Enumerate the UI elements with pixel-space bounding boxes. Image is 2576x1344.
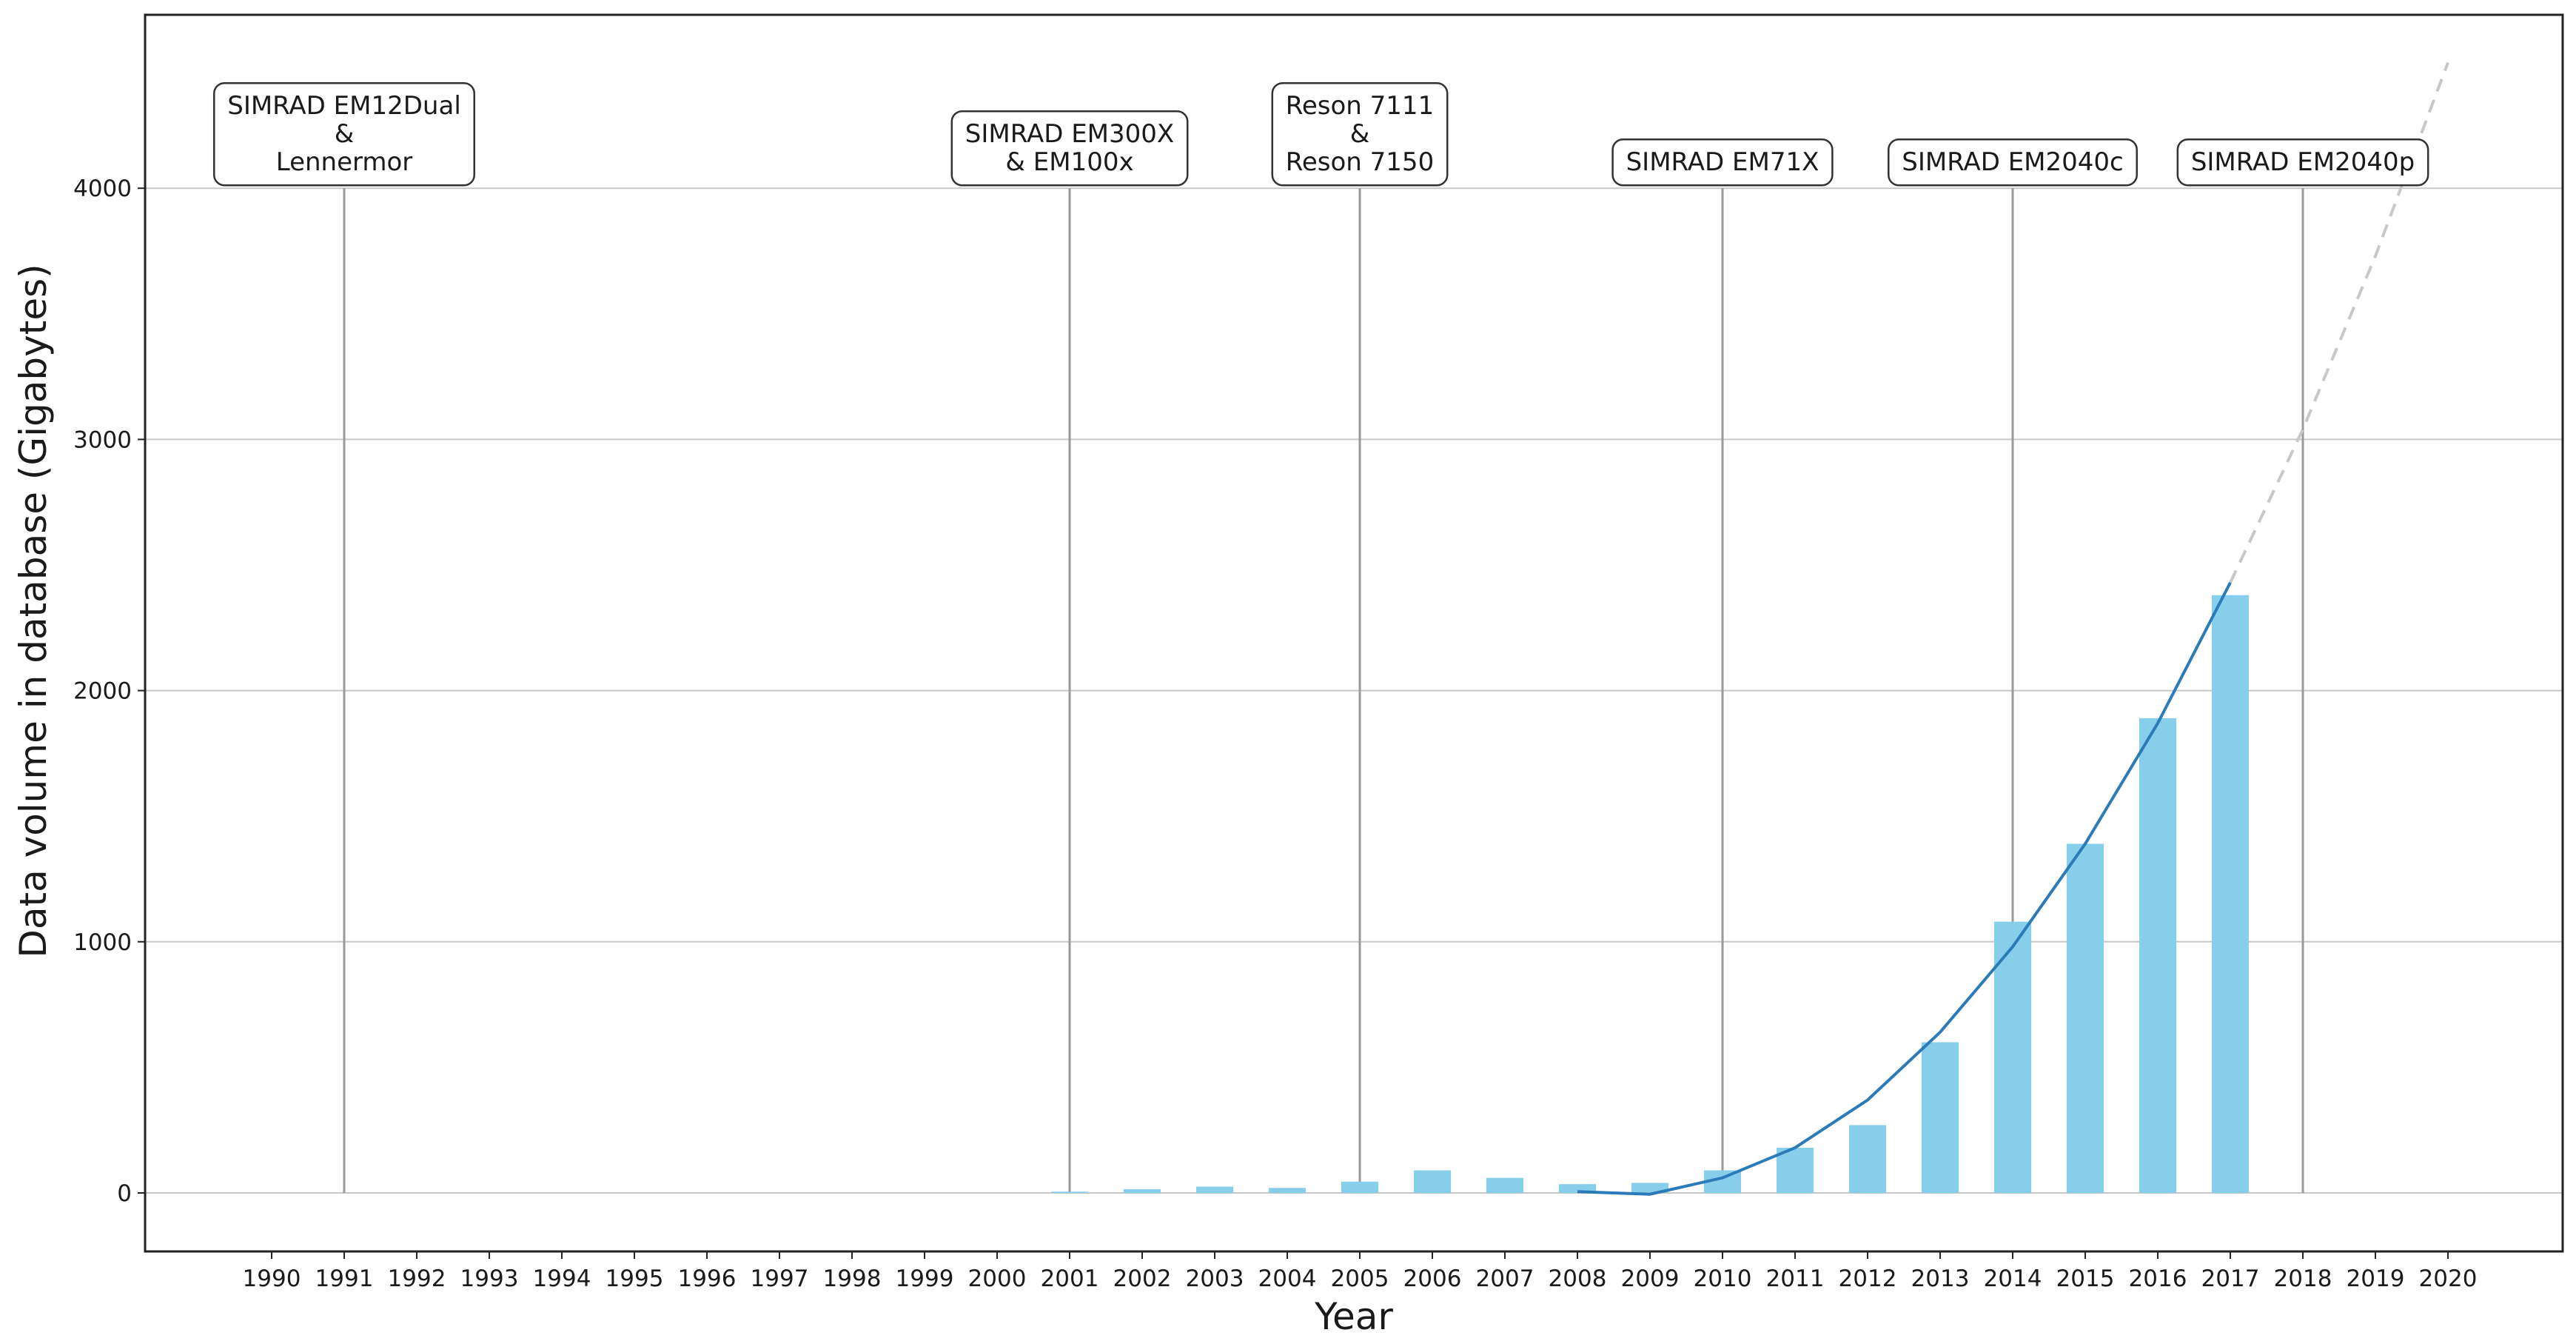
event-label-line: Reson 7111 [1286, 91, 1434, 121]
x-tick-label: 2017 [2201, 1266, 2260, 1292]
y-tick-label: 0 [117, 1180, 132, 1207]
x-tick-label: 2020 [2419, 1266, 2478, 1292]
bar-2014 [1994, 921, 2031, 1193]
x-tick-label: 1990 [243, 1266, 301, 1292]
y-axis-title: Data volume in database (Gigabytes) [12, 264, 55, 957]
bar-2001 [1051, 1191, 1088, 1193]
event-label-line: SIMRAD EM12Dual [227, 91, 461, 121]
event-annotation-2014: SIMRAD EM2040c [1888, 138, 2138, 187]
x-tick-label: 1992 [388, 1266, 446, 1292]
event-label-line: & EM100x [1005, 147, 1133, 177]
x-tick-label: 2010 [1694, 1266, 1752, 1292]
event-label-box [212, 81, 476, 187]
bar-2013 [1922, 1042, 1959, 1193]
x-tick-label: 2001 [1041, 1266, 1099, 1292]
event-label-box [1611, 138, 1834, 187]
trend-line [1577, 61, 2449, 1196]
event-annotation-2010: SIMRAD EM71X [1611, 138, 1834, 187]
x-tick-label: 2013 [1911, 1266, 1970, 1292]
y-axis-ticks: 0 1000 2000 3000 4000 [73, 175, 145, 1207]
x-tick-label: 1996 [678, 1266, 737, 1292]
bar-2017 [2212, 595, 2249, 1193]
event-label-box [1888, 138, 2138, 187]
event-annotation-2005: Reson 7111&Reson 7150 [1271, 81, 1449, 187]
trend-line-path [1577, 581, 2232, 1196]
bar-2008 [1559, 1184, 1596, 1193]
x-tick-label: 2019 [2347, 1266, 2405, 1292]
x-tick-label: 2007 [1476, 1266, 1534, 1292]
x-tick-label: 1995 [606, 1266, 664, 1292]
event-label-box [2176, 138, 2429, 187]
event-label-line: SIMRAD EM2040p [2191, 147, 2415, 177]
x-tick-label: 2018 [2274, 1266, 2332, 1292]
bar-2004 [1269, 1188, 1306, 1193]
event-annotation-1991: SIMRAD EM12Dual&Lennermor [212, 81, 476, 187]
event-label-line: Reson 7150 [1286, 147, 1434, 177]
event-label-line: SIMRAD EM2040c [1902, 147, 2123, 177]
plot-frame [144, 13, 2564, 1253]
y-tick-label: 2000 [73, 678, 132, 705]
x-tick-label: 2008 [1549, 1266, 1607, 1292]
x-tick-label: 1993 [460, 1266, 519, 1292]
x-tick-label: 1999 [896, 1266, 954, 1292]
bar-2016 [2139, 718, 2176, 1193]
x-tick-label: 2005 [1331, 1266, 1389, 1292]
x-tick-label: 2003 [1186, 1266, 1244, 1292]
x-tick-label: 2014 [1984, 1266, 2042, 1292]
x-tick-label: 1997 [751, 1266, 809, 1292]
x-tick-label: 2015 [2056, 1266, 2115, 1292]
x-tick-label: 2016 [2129, 1266, 2187, 1292]
x-tick-label: 1998 [823, 1266, 882, 1292]
event-label-box [950, 110, 1189, 187]
bar-2005 [1341, 1181, 1378, 1193]
x-axis-ticks: 1990 1991 1992 1993 1994 1995 1996 1997 1998 1999… [243, 1251, 2478, 1292]
x-tick-label: 2012 [1839, 1266, 1897, 1292]
x-tick-label: 2004 [1258, 1266, 1317, 1292]
event-label-line: SIMRAD EM71X [1626, 147, 1819, 177]
x-tick-label: 1994 [533, 1266, 591, 1292]
y-tick-label: 1000 [73, 929, 132, 956]
x-tick-label: 1991 [315, 1266, 374, 1292]
bar-2011 [1777, 1147, 1814, 1193]
x-tick-label: 2009 [1621, 1266, 1680, 1292]
bar-2009 [1631, 1183, 1668, 1193]
x-tick-label: 2011 [1766, 1266, 1825, 1292]
event-label-line: & [1350, 119, 1370, 149]
bar-2006 [1414, 1170, 1451, 1193]
event-label-line: Lennermor [276, 147, 413, 177]
event-label-line: & [335, 119, 355, 149]
bar-2015 [2067, 843, 2104, 1193]
bar-2002 [1124, 1188, 1161, 1193]
x-tick-label: 2002 [1113, 1266, 1172, 1292]
event-annotation-2001: SIMRAD EM300X& EM100x [950, 110, 1189, 187]
x-tick-label: 2000 [968, 1266, 1027, 1292]
bars [1051, 595, 2249, 1193]
x-tick-label: 2006 [1403, 1266, 1462, 1292]
event-annotation-2018: SIMRAD EM2040p [2176, 138, 2429, 187]
event-label-box [1271, 81, 1449, 187]
y-tick-label: 3000 [73, 427, 132, 453]
event-label-line: SIMRAD EM300X [965, 119, 1174, 149]
bar-2003 [1196, 1186, 1233, 1193]
gridlines [145, 187, 2563, 1194]
x-axis-title: Year [1314, 1295, 1393, 1338]
y-tick-label: 4000 [73, 175, 132, 202]
bar-2012 [1849, 1125, 1886, 1193]
bar-2007 [1486, 1177, 1523, 1193]
